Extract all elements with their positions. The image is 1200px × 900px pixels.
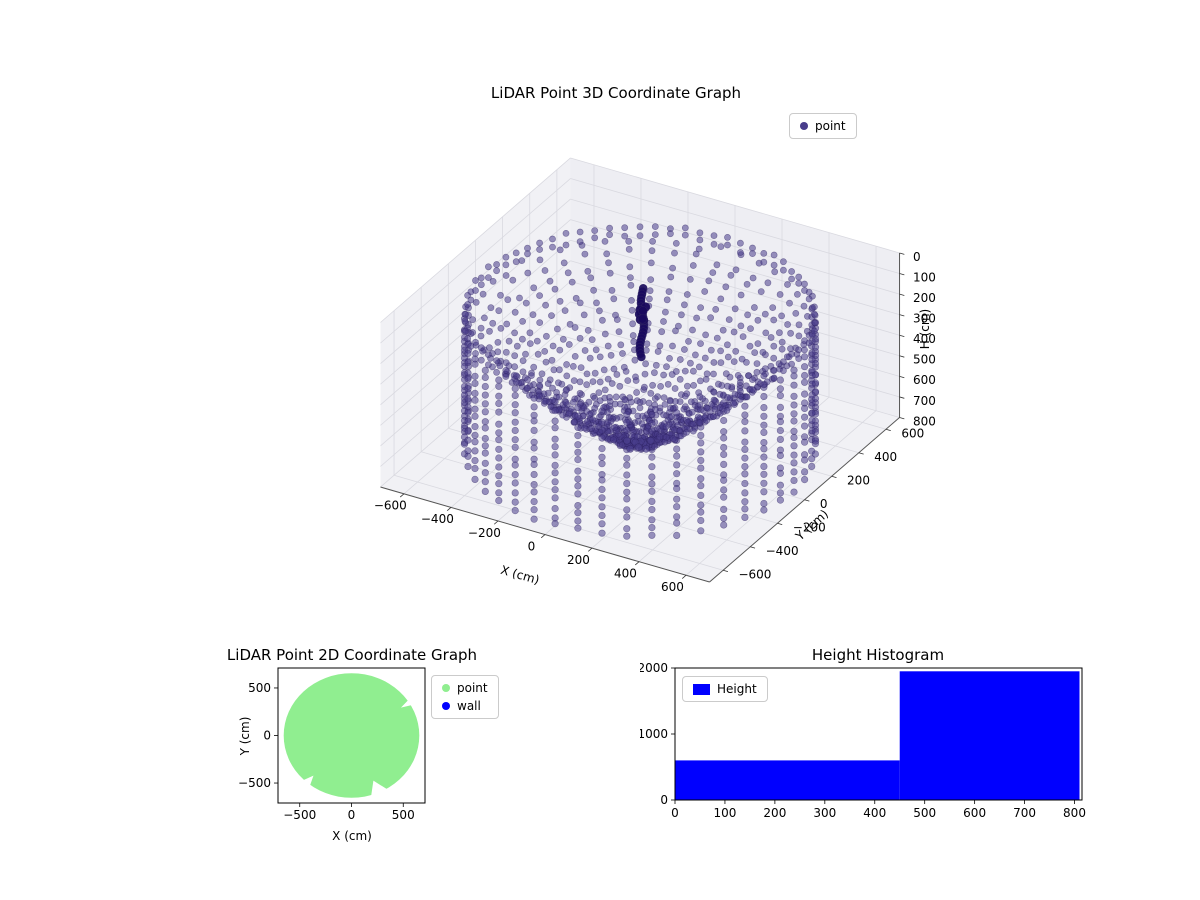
plot3d-zlabel: H (cm) <box>918 308 932 350</box>
svg-text:600: 600 <box>901 427 924 441</box>
plot2d-title: LiDAR Point 2D Coordinate Graph <box>226 646 478 664</box>
svg-text:200: 200 <box>847 474 870 488</box>
svg-text:−400: −400 <box>421 512 454 526</box>
svg-text:500: 500 <box>392 808 415 822</box>
legend-row-wall: wall <box>442 699 488 713</box>
svg-text:0: 0 <box>660 793 668 807</box>
plot2d-ylabel: Y (cm) <box>238 716 252 756</box>
svg-text:100: 100 <box>713 806 736 820</box>
legend-label-point: point <box>457 681 488 695</box>
histogram-legend: Height <box>682 676 768 702</box>
legend-label-point: point <box>815 119 846 133</box>
plot2d-canvas: −500 0 500 −500 0 500 <box>238 667 436 822</box>
svg-text:100: 100 <box>913 270 936 284</box>
svg-text:−500: −500 <box>238 776 271 790</box>
svg-text:800: 800 <box>1063 806 1086 820</box>
point-marker-icon <box>442 684 450 692</box>
svg-text:700: 700 <box>913 394 936 408</box>
histogram-canvas: 0 100 200 300 400 500 600 700 800 0 1000 2000 <box>640 661 1086 820</box>
svg-text:0: 0 <box>671 806 679 820</box>
svg-text:500: 500 <box>913 806 936 820</box>
height-marker-icon <box>693 683 710 695</box>
legend-label-height: Height <box>717 682 757 696</box>
svg-text:300: 300 <box>913 312 936 326</box>
legend-row-point: point <box>442 681 488 695</box>
svg-text:400: 400 <box>614 566 637 580</box>
svg-text:700: 700 <box>1013 806 1036 820</box>
svg-text:200: 200 <box>763 806 786 820</box>
svg-text:500: 500 <box>913 353 936 367</box>
svg-text:400: 400 <box>863 806 886 820</box>
plot2d-legend: point wall <box>431 675 499 719</box>
plot3d-title: LiDAR Point 3D Coordinate Graph <box>490 84 742 102</box>
svg-text:−600: −600 <box>374 499 407 513</box>
plot3d-legend: point <box>789 113 857 139</box>
legend-label-wall: wall <box>457 699 481 713</box>
svg-text:0: 0 <box>820 497 828 511</box>
svg-text:200: 200 <box>913 291 936 305</box>
svg-text:0: 0 <box>263 729 271 743</box>
svg-text:500: 500 <box>248 681 271 695</box>
svg-text:−600: −600 <box>738 568 771 582</box>
svg-text:600: 600 <box>661 580 684 594</box>
svg-text:0: 0 <box>348 808 356 822</box>
svg-text:2000: 2000 <box>640 661 668 675</box>
svg-text:−200: −200 <box>468 526 501 540</box>
svg-text:400: 400 <box>874 450 897 464</box>
plot3d-canvas: −600 −400 −200 0 200 400 600 −600 −400 −200 0 200 40… <box>374 157 936 594</box>
svg-text:1000: 1000 <box>640 727 668 741</box>
svg-text:200: 200 <box>567 553 590 567</box>
legend-row-point: point <box>800 119 846 133</box>
point-marker-icon <box>800 122 808 130</box>
wall-marker-icon <box>442 702 450 710</box>
svg-text:600: 600 <box>963 806 986 820</box>
svg-text:300: 300 <box>813 806 836 820</box>
svg-text:400: 400 <box>913 332 936 346</box>
svg-text:−500: −500 <box>283 808 316 822</box>
histogram-title: Height Histogram <box>811 646 945 664</box>
svg-text:0: 0 <box>913 250 921 264</box>
legend-row-height: Height <box>693 682 757 696</box>
svg-text:−400: −400 <box>766 544 799 558</box>
svg-text:600: 600 <box>913 373 936 387</box>
plot2d-xlabel: X (cm) <box>332 829 372 843</box>
svg-text:800: 800 <box>913 414 936 428</box>
svg-text:0: 0 <box>528 539 536 553</box>
svg-text:−200: −200 <box>793 521 826 535</box>
